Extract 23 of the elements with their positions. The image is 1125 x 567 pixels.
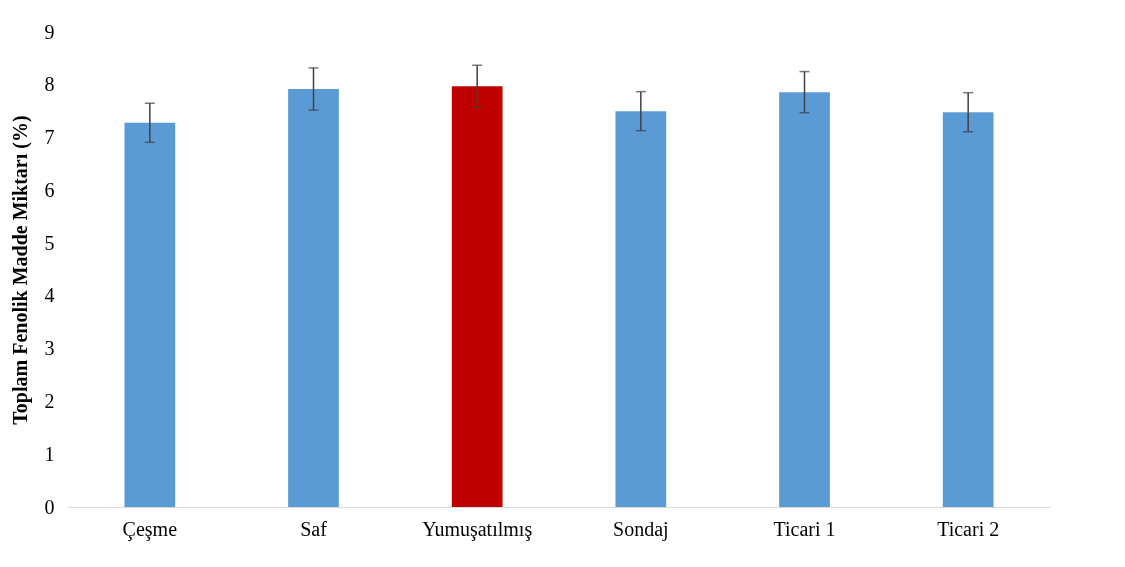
x-tick-label: Saf: [300, 517, 328, 540]
bar: [779, 92, 830, 507]
y-tick-label: 7: [44, 126, 55, 149]
y-axis-title: Toplam Fenolik Madde Miktarı (%): [8, 115, 32, 425]
x-tick-label: Sondaj: [613, 517, 669, 541]
y-tick-label: 5: [44, 231, 55, 254]
y-tick-label: 0: [44, 495, 55, 518]
y-tick-label: 2: [44, 389, 55, 412]
y-tick-label: 8: [44, 73, 55, 96]
y-tick-label: 3: [44, 337, 55, 360]
bar: [615, 111, 667, 507]
bar: [451, 86, 503, 507]
y-tick-label: 1: [44, 442, 55, 465]
x-tick-label: Çeşme: [122, 517, 178, 541]
bar: [942, 112, 994, 507]
bar: [124, 122, 176, 507]
y-tick-label: 6: [44, 178, 55, 201]
x-tick-label: Ticari 2: [937, 517, 1000, 540]
y-tick-label: 9: [44, 20, 55, 43]
bar: [288, 89, 339, 507]
x-tick-label: Yumuşatılmış: [422, 517, 533, 541]
x-tick-label: Ticari 1: [773, 517, 836, 540]
y-tick-label: 4: [44, 284, 55, 307]
